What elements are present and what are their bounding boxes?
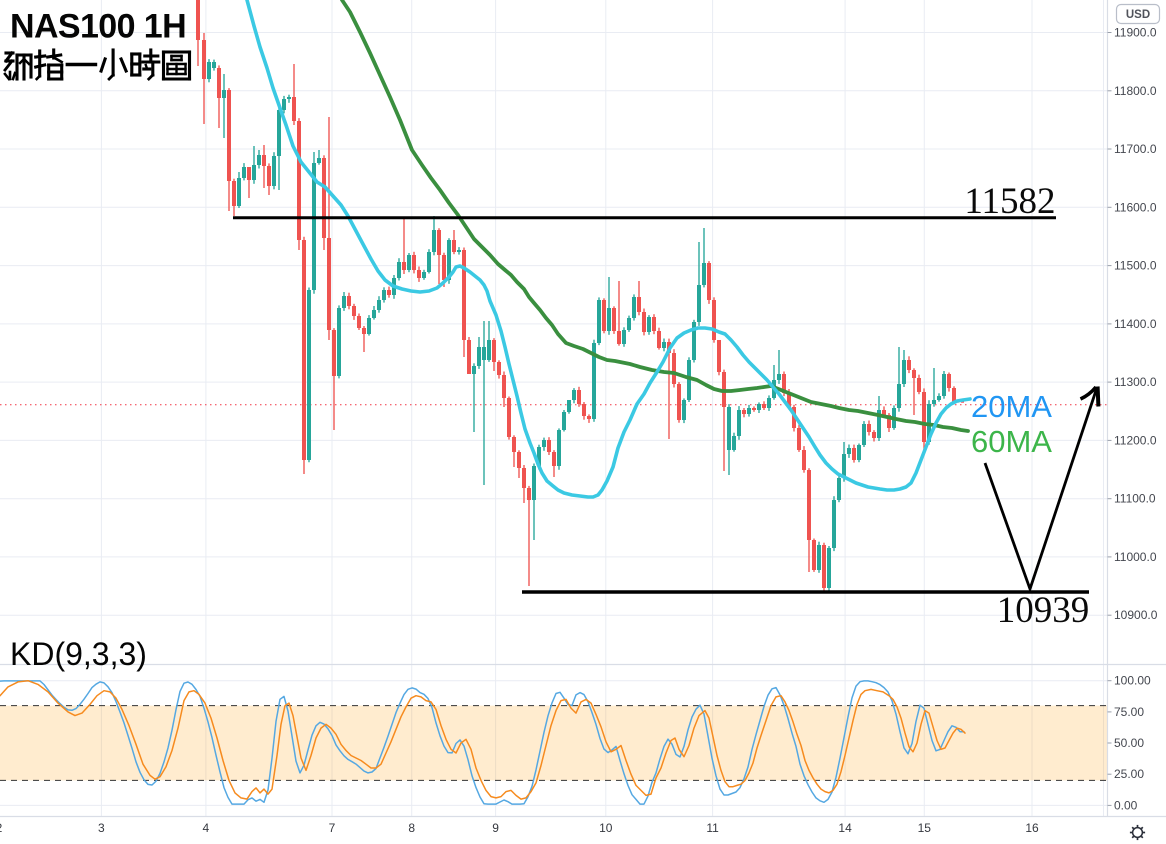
- svg-text:3: 3: [98, 821, 105, 835]
- svg-text:11200.0: 11200.0: [1114, 433, 1157, 447]
- svg-text:8: 8: [408, 821, 415, 835]
- svg-text:4: 4: [203, 821, 210, 835]
- svg-text:11100.0: 11100.0: [1114, 492, 1156, 506]
- svg-text:11300.0: 11300.0: [1114, 375, 1157, 389]
- svg-text:60MA: 60MA: [971, 424, 1052, 459]
- svg-text:10939: 10939: [997, 590, 1090, 631]
- svg-text:20MA: 20MA: [971, 389, 1052, 424]
- svg-text:100.00: 100.00: [1114, 674, 1151, 688]
- svg-text:11: 11: [706, 821, 719, 835]
- svg-text:10900.0: 10900.0: [1114, 608, 1158, 622]
- svg-text:11600.0: 11600.0: [1114, 200, 1157, 214]
- svg-text:11400.0: 11400.0: [1114, 317, 1157, 331]
- svg-text:2: 2: [0, 821, 3, 835]
- svg-text:15: 15: [918, 821, 932, 835]
- svg-text:NAS100 1H: NAS100 1H: [10, 8, 186, 46]
- svg-text:14: 14: [838, 821, 852, 835]
- svg-text:10: 10: [599, 821, 613, 835]
- svg-text:11800.0: 11800.0: [1114, 84, 1157, 98]
- svg-text:9: 9: [492, 821, 499, 835]
- svg-text:KD(9,3,3): KD(9,3,3): [10, 636, 147, 672]
- svg-text:11900.0: 11900.0: [1114, 26, 1157, 40]
- svg-text:75.00: 75.00: [1114, 705, 1144, 719]
- svg-text:25.00: 25.00: [1114, 767, 1144, 781]
- svg-text:16: 16: [1025, 821, 1039, 835]
- svg-text:11000.0: 11000.0: [1114, 550, 1157, 564]
- svg-text:11500.0: 11500.0: [1114, 259, 1157, 273]
- svg-text:11700.0: 11700.0: [1114, 142, 1157, 156]
- svg-text:11582: 11582: [964, 181, 1055, 222]
- svg-text:7: 7: [329, 821, 336, 835]
- svg-text:50.00: 50.00: [1114, 736, 1144, 750]
- svg-text:USD: USD: [1126, 9, 1150, 21]
- svg-text:0.00: 0.00: [1114, 798, 1138, 812]
